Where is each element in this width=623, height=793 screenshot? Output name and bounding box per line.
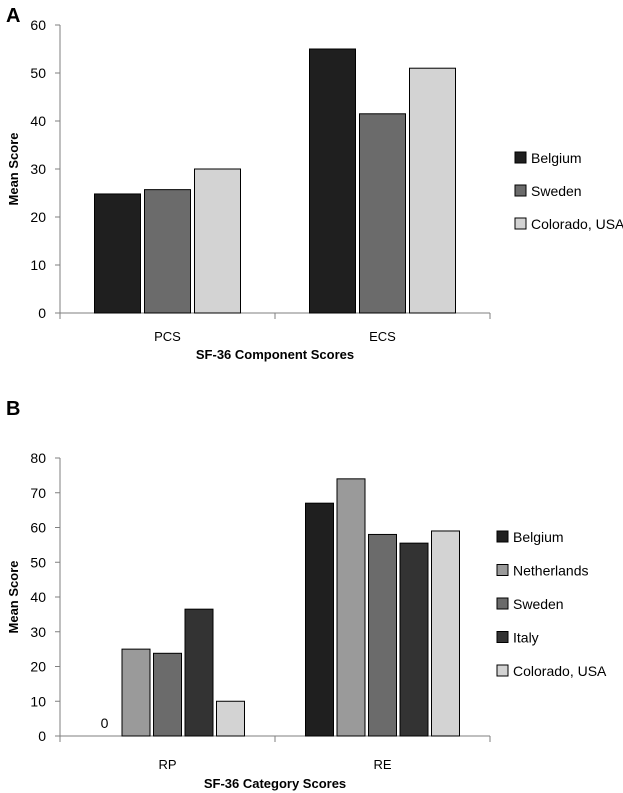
chart-panel-b: B Mean Score 0 10 20 30 40 50 60 70 80 RP 0 RE SF-36 C…: [6, 398, 607, 791]
legend-label: Sweden: [531, 183, 582, 199]
legend-swatch: [514, 217, 527, 230]
y-tick-label: 40: [30, 113, 46, 129]
bar: [359, 113, 406, 314]
y-tick-label: 10: [30, 693, 46, 709]
x-category-label: RP: [158, 757, 176, 772]
y-tick-label: 10: [30, 257, 46, 273]
y-tick-label: 0: [38, 305, 46, 321]
legend: Belgium Netherlands Sweden Italy Colorado, U…: [496, 529, 607, 679]
y-tick-label: 50: [30, 554, 46, 570]
y-tick-label: 30: [30, 161, 46, 177]
legend-label: Belgium: [531, 150, 582, 166]
bar: [309, 48, 356, 314]
y-tick-label: 80: [30, 450, 46, 466]
bar: [431, 530, 460, 737]
x-axis-title: SF-36 Category Scores: [204, 776, 346, 791]
bar: [336, 478, 366, 737]
bar: [305, 502, 334, 737]
legend-label: Colorado, USA: [531, 216, 623, 232]
y-tick-label: 20: [30, 659, 46, 675]
legend-label: Netherlands: [513, 563, 589, 579]
bar: [153, 652, 182, 737]
x-axis-title: SF-36 Component Scores: [196, 347, 354, 362]
chart-panel-a: A Mean Score 0 10 20 30 40 50 60 PCS ECS SF-36 Comp…: [6, 5, 623, 362]
y-axis-title: Mean Score: [6, 561, 21, 634]
bar: [94, 193, 141, 314]
bar: [194, 168, 241, 314]
legend-swatch: [496, 631, 509, 643]
legend-swatch: [514, 151, 527, 164]
legend-label: Belgium: [513, 529, 564, 545]
legend: Belgium Sweden Colorado, USA: [514, 150, 623, 232]
legend-label: Colorado, USA: [513, 663, 607, 679]
legend-label: Sweden: [513, 596, 564, 612]
bar: [399, 542, 429, 737]
bar: [144, 189, 191, 314]
legend-label: Italy: [513, 630, 539, 646]
data-label: 0: [101, 715, 109, 731]
panel-letter: A: [6, 5, 20, 27]
legend-swatch: [514, 184, 527, 197]
legend-swatch: [496, 597, 509, 610]
bar: [409, 67, 456, 314]
y-tick-label: 60: [30, 17, 46, 33]
y-tick-label: 20: [30, 209, 46, 225]
bar: [184, 608, 214, 737]
y-tick-label: 30: [30, 624, 46, 640]
bar: [368, 533, 397, 737]
y-axis-title: Mean Score: [6, 133, 21, 206]
y-tick-label: 40: [30, 589, 46, 605]
bar: [216, 700, 245, 737]
x-category-label: PCS: [154, 329, 181, 344]
y-tick-label: 0: [38, 728, 46, 744]
y-tick-label: 50: [30, 65, 46, 81]
y-tick-label: 60: [30, 520, 46, 536]
legend-swatch: [496, 530, 509, 543]
bar: [121, 648, 151, 737]
panel-letter: B: [6, 398, 20, 420]
x-category-label: ECS: [369, 329, 396, 344]
legend-swatch: [496, 664, 509, 677]
x-category-label: RE: [373, 757, 391, 772]
legend-swatch: [496, 564, 509, 576]
y-tick-label: 70: [30, 485, 46, 501]
